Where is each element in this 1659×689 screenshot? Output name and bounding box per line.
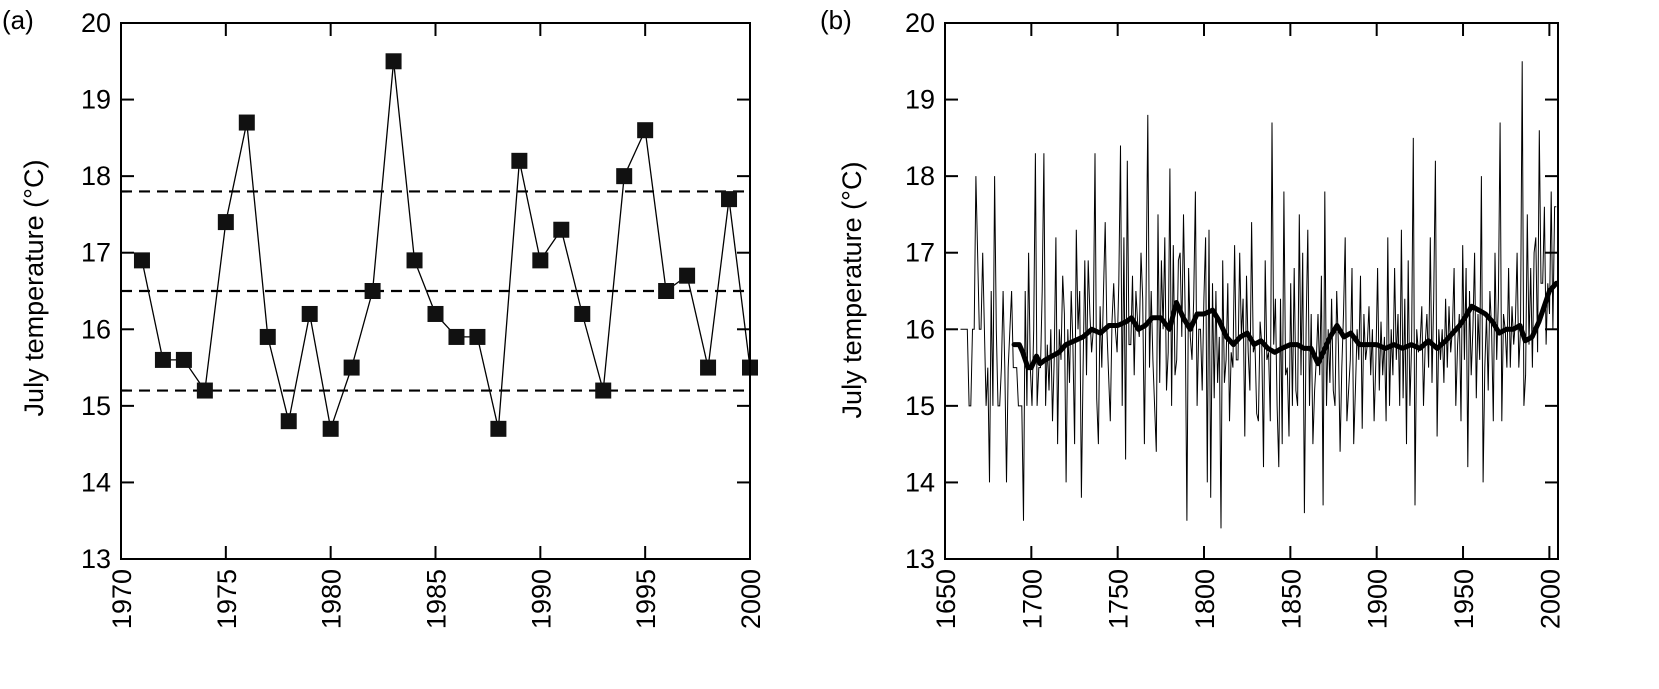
panel-a-data-point bbox=[175, 351, 192, 368]
panel-a-data-point bbox=[448, 328, 465, 345]
panel-a-data-point bbox=[637, 122, 654, 139]
panel-a-data-point bbox=[574, 305, 591, 322]
panel-b-y-tick-label: 13 bbox=[905, 544, 935, 574]
panel-a-data-point bbox=[343, 359, 360, 376]
panel-a-x-tick-labels: 1970 1975 1980 1985 1990 1995 2000 bbox=[107, 569, 766, 629]
panel-a-data-point bbox=[469, 328, 486, 345]
panel-b-x-tick-label: 1650 bbox=[931, 569, 961, 629]
panel-b-x-tick-labels: 1650 1700 1750 1800 1850 1900 1950 2000 bbox=[931, 569, 1565, 629]
panel-a-y-axis-title: July temperature (°C) bbox=[19, 160, 49, 417]
panel-a-y-tick-label: 15 bbox=[81, 391, 111, 421]
panel-b-smoothed-line bbox=[1011, 280, 1559, 371]
panel-a-data-point bbox=[490, 420, 507, 437]
panel-b-y-tick-label: 19 bbox=[905, 85, 935, 115]
panel-a-x-tick-label: 1980 bbox=[317, 569, 347, 629]
panel-a-x-tick-label: 1990 bbox=[526, 569, 556, 629]
panel-b-x-tick-label: 1850 bbox=[1276, 569, 1306, 629]
panel-a-line bbox=[141, 61, 751, 432]
panel-b-x-tick-label: 1750 bbox=[1104, 569, 1134, 629]
panel-a-markers bbox=[133, 53, 758, 437]
panel-a-data-point bbox=[364, 283, 381, 299]
panel-a-x-tick-label: 1995 bbox=[631, 569, 661, 629]
panel-a-data-point bbox=[196, 382, 213, 399]
panel-a-x-tick-label: 2000 bbox=[736, 569, 766, 629]
panel-a-data-point bbox=[721, 191, 738, 208]
panel-a-y-tick-label: 16 bbox=[81, 314, 111, 344]
panel-a-data-point bbox=[511, 152, 528, 169]
panel-a-data-point bbox=[616, 168, 633, 185]
panel-b-annual-line bbox=[960, 61, 1557, 529]
panel-b: (b) July temperature (°C) 13 14 15 16 17 18 19… bbox=[820, 5, 1565, 629]
panel-b-y-tick-label: 18 bbox=[905, 161, 935, 191]
panel-a-data-point bbox=[154, 351, 171, 368]
panel-a-data-point bbox=[280, 413, 297, 430]
panel-b-smoothed-series bbox=[1011, 280, 1559, 371]
panel-a-x-tick-label: 1985 bbox=[422, 569, 452, 629]
panel-b-x-tick-label: 1800 bbox=[1190, 569, 1220, 629]
panel-a-y-tick-label: 18 bbox=[81, 161, 111, 191]
panel-a-y-tick-label: 20 bbox=[81, 8, 111, 38]
panel-a-y-tick-label: 13 bbox=[81, 544, 111, 574]
panel-b-annual-series bbox=[960, 61, 1557, 529]
panel-a-data-point bbox=[301, 305, 318, 322]
panel-b-y-tick-labels: 13 14 15 16 17 18 19 20 bbox=[905, 8, 935, 574]
panel-a: (a) July temperature (°C) 13 14 15 16 17 18 19… bbox=[2, 5, 766, 629]
panel-a-reference-lines bbox=[121, 190, 750, 392]
panel-a-y-tick-labels: 13 14 15 16 17 18 19 20 bbox=[81, 8, 111, 574]
panel-b-plot-frame bbox=[944, 22, 1559, 560]
panel-a-letter: (a) bbox=[2, 5, 34, 35]
panel-a-data-point bbox=[238, 114, 255, 131]
panel-a-series-line bbox=[141, 61, 751, 432]
panel-b-y-tick-label: 20 bbox=[905, 8, 935, 38]
panel-a-data-point bbox=[322, 420, 339, 437]
panel-b-y-tick-label: 15 bbox=[905, 391, 935, 421]
panel-a-data-point bbox=[133, 252, 150, 269]
panel-b-x-tick-label: 2000 bbox=[1535, 569, 1565, 629]
panel-a-data-point bbox=[259, 328, 276, 345]
panel-a-y-tick-label: 14 bbox=[81, 467, 111, 497]
panel-b-letter: (b) bbox=[820, 5, 852, 35]
panel-b-x-tick-label: 1900 bbox=[1363, 569, 1393, 629]
panel-a-data-point bbox=[595, 382, 612, 399]
panel-a-plot-frame bbox=[120, 22, 751, 560]
panel-a-data-point bbox=[658, 283, 675, 299]
panel-a-y-tick-label: 17 bbox=[81, 238, 111, 268]
panel-a-data-point bbox=[385, 53, 402, 70]
panel-a-y-tick-label: 19 bbox=[81, 85, 111, 115]
panel-a-data-point bbox=[427, 305, 444, 322]
panel-a-data-point bbox=[406, 252, 423, 269]
panel-a-data-point bbox=[679, 267, 696, 284]
panel-a-data-point bbox=[532, 252, 549, 269]
panel-a-data-point bbox=[700, 359, 717, 376]
panel-b-y-tick-label: 16 bbox=[905, 314, 935, 344]
panel-b-y-axis-title: July temperature (°C) bbox=[837, 162, 867, 419]
panel-b-x-tick-label: 1950 bbox=[1449, 569, 1479, 629]
panel-b-y-tick-label: 17 bbox=[905, 238, 935, 268]
panel-a-x-tick-label: 1975 bbox=[212, 569, 242, 629]
panel-b-x-tick-label: 1700 bbox=[1017, 569, 1047, 629]
panel-b-y-tick-label: 14 bbox=[905, 467, 935, 497]
panel-a-x-tick-label: 1970 bbox=[107, 569, 137, 629]
panel-a-data-point bbox=[553, 221, 570, 238]
panel-a-data-point bbox=[217, 214, 234, 231]
